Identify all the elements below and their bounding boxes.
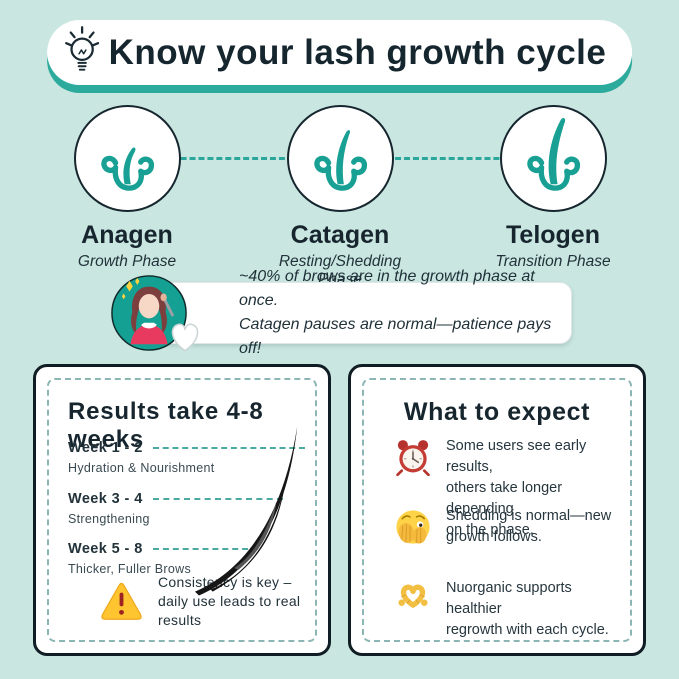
milestone-week-1-2: Week 1 - 2 Hydration & Nourishment [68,440,305,475]
note-line: daily use leads to real results [158,593,301,628]
heart-icon [167,320,203,353]
alarm-clock-icon [394,438,432,477]
results-title: Results take 4-8 weeks [68,398,264,453]
results-card-dashed-frame: Results take 4-8 weeks Week 1 - 2 Hydrat… [47,378,317,642]
week-description: Strengthening [68,512,150,526]
lashes-illustration [193,420,311,596]
tip-bubble: ~40% of brows are in the growth phase at… [160,268,572,357]
lightbulb-icon [59,25,105,80]
milestone-week-5-8: Week 5 - 8 Thicker, Fuller Brows [68,541,305,576]
phase-name: Catagen [290,221,390,249]
consistency-note: Consistency is key – daily use leads to … [99,573,315,630]
week-description: Hydration & Nourishment [68,461,215,475]
note-line: Consistency is key – [158,574,292,590]
week-label: Week 3 - 4 [68,491,143,507]
follicle-long-hair-icon [517,114,589,203]
expect-item-text: Shedding is normal—new growth follows. [446,506,611,548]
dashed-leader-line [152,498,283,500]
expect-line: others take longer depending [446,480,563,517]
follicle-short-hair-icon [91,114,163,203]
expect-line: growth follows. [446,529,542,545]
phase-circle [499,105,607,212]
peeking-face-icon [394,508,432,546]
expect-line: Shedding is normal—new [446,508,612,524]
dashed-leader-line [152,447,305,449]
page-title: Know your lash growth cycle [108,32,607,72]
results-card: Results take 4-8 weeks Week 1 - 2 Hydrat… [33,364,331,656]
phase-anagen: Anagen Growth Phase [42,105,212,271]
phase-name: Telogen [506,221,600,249]
week-description: Thicker, Fuller Brows [68,562,191,576]
follicle-medium-hair-icon [304,114,376,203]
expect-line: on the phase. [446,522,534,538]
phase-name: Anagen [81,221,173,249]
week-label: Week 5 - 8 [68,541,143,557]
expect-item-timing: Some users see early results, others tak… [394,436,622,541]
woman-avatar-icon [110,274,188,352]
expect-item-support: Nuorganic supports healthier regrowth wi… [394,578,622,641]
expect-item-shedding: Shedding is normal—new growth follows. [394,506,622,548]
consistency-note-text: Consistency is key – daily use leads to … [158,573,315,630]
week-label: Week 1 - 2 [68,440,143,456]
phase-circle [73,105,181,212]
expect-line: Nuorganic supports healthier [446,580,572,617]
phase-subtitle: Growth Phase [77,253,177,270]
dashed-leader-line [152,548,258,550]
expect-card: What to expect [348,364,646,656]
phase-catagen: Catagen Resting/Shedding Phase [255,105,425,289]
expect-line: regrowth with each cycle. [446,622,609,638]
milestone-week-3-4: Week 3 - 4 Strengthening [68,491,305,526]
warning-icon [99,581,144,622]
phase-subtitle: Transition Phase [495,253,611,270]
tip-line: Catagen pauses are normal—patience pays … [239,316,552,357]
heart-hands-icon [394,580,432,618]
expect-card-dashed-frame: What to expect [362,378,632,642]
expect-line: Some users see early results, [446,438,587,475]
tip-callout: ~40% of brows are in the growth phase at… [110,268,572,357]
expect-item-text: Nuorganic supports healthier regrowth wi… [446,578,622,641]
phase-telogen: Telogen Transition Phase [468,105,638,271]
header-banner: Know your lash growth cycle [46,20,633,85]
phase-circle [286,105,394,212]
expect-item-text: Some users see early results, others tak… [446,436,622,541]
tip-line: ~40% of brows are in the growth phase at… [239,268,535,309]
expect-title: What to expect [403,398,591,426]
